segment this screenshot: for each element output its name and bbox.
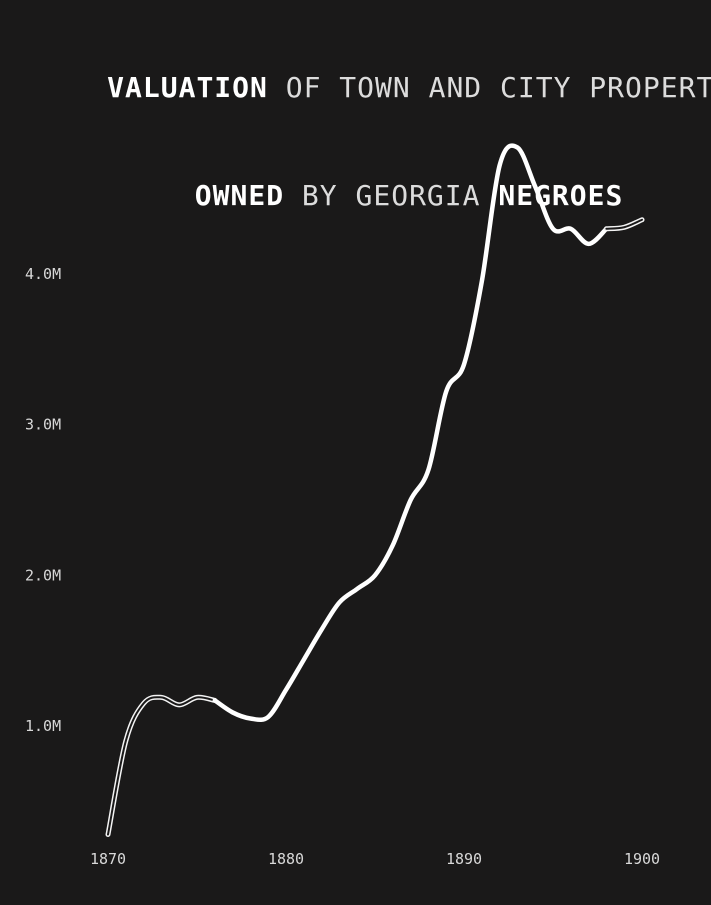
series-line-outline-inner [107, 696, 216, 836]
x-tick-label: 1880 [268, 850, 304, 868]
x-tick-label: 1890 [446, 850, 482, 868]
y-tick-label: 3.0M [25, 416, 61, 434]
y-tick-label: 2.0M [25, 566, 61, 584]
series-line-solid-segment [212, 143, 609, 723]
title-word: BY GEORGIA [284, 179, 499, 212]
series-line-outline-segment [105, 694, 218, 837]
title-word: VALUATION [107, 71, 268, 104]
title-line-2: OWNED BY GEORGIA NEGROES [0, 142, 711, 250]
title-word: OF TOWN AND CITY PROPERTY [267, 71, 711, 104]
y-tick-label: 1.0M [25, 717, 61, 735]
x-tick-label: 1870 [90, 850, 126, 868]
chart-title: VALUATION OF TOWN AND CITY PROPERTY OWNE… [0, 34, 711, 250]
title-line-1: VALUATION OF TOWN AND CITY PROPERTY [0, 34, 711, 142]
title-word: OWNED [194, 179, 285, 212]
x-tick-label: 1900 [624, 850, 660, 868]
series-line-outline-inner [605, 218, 643, 230]
y-tick-label: 4.0M [25, 265, 61, 283]
title-word: NEGROES [498, 179, 624, 212]
